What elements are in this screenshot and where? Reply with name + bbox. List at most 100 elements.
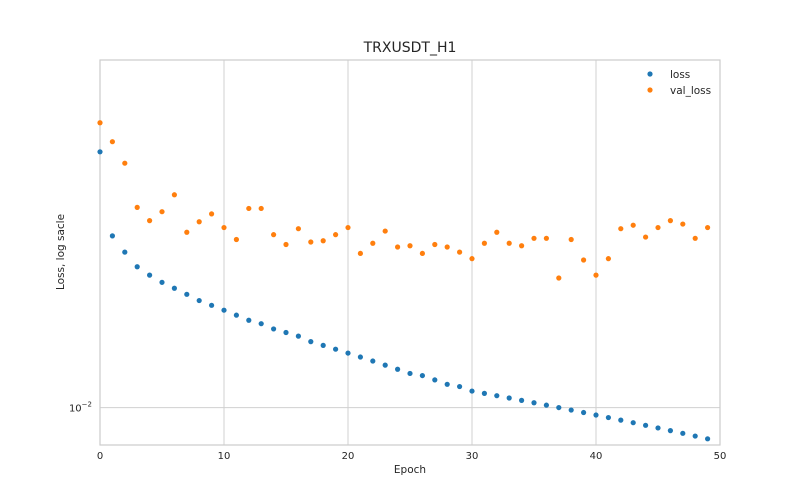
legend-marker-val-loss [647, 87, 653, 93]
loss-point [196, 297, 202, 304]
val-loss-point [605, 256, 612, 262]
val-loss-point [184, 229, 190, 235]
val-loss-point [705, 224, 711, 231]
legend-label-loss: loss [670, 69, 690, 81]
val-loss-point [345, 224, 351, 231]
val-loss-point [630, 222, 636, 228]
loss-point [506, 395, 512, 401]
loss-point [680, 430, 686, 436]
x-tick-label: 50 [714, 451, 727, 462]
x-tick-labels: 0 10 20 30 40 50 [97, 451, 727, 462]
loss-point [333, 346, 339, 352]
val-loss-point [147, 218, 153, 224]
loss-point [258, 321, 264, 327]
loss-point [581, 409, 587, 416]
loss-point [97, 149, 103, 155]
loss-point [407, 370, 413, 377]
loss-point [457, 383, 463, 390]
legend: loss val_loss [647, 69, 711, 97]
val-loss-point [159, 209, 165, 215]
val-loss-point [581, 257, 587, 263]
x-tick-label: 40 [590, 451, 603, 462]
loss-point [667, 428, 674, 434]
loss-point [382, 362, 388, 368]
loss-point [444, 381, 450, 387]
plot-frame [99, 59, 721, 446]
loss-point [221, 307, 227, 313]
val-loss-point [531, 235, 537, 241]
loss-point [630, 420, 636, 426]
x-tick-label: 30 [466, 451, 479, 462]
loss-point [122, 249, 128, 255]
loss-point [705, 436, 711, 442]
val-loss-point [543, 235, 550, 241]
loss-point [643, 422, 649, 428]
val-loss-point [432, 241, 438, 248]
data-points [97, 120, 711, 442]
val-loss-point [506, 240, 512, 246]
val-loss-point [556, 275, 562, 281]
legend-label-val-loss: val_loss [670, 85, 711, 97]
val-loss-point [494, 229, 500, 235]
val-loss-point [357, 250, 363, 257]
loss-point [419, 372, 425, 379]
val-loss-point [407, 243, 413, 249]
loss-point [171, 285, 177, 291]
loss-point [370, 358, 376, 364]
val-loss-point [519, 243, 525, 249]
loss-point [568, 407, 574, 413]
val-loss-point [221, 224, 227, 231]
y-tick-label: 10−2 [69, 401, 92, 415]
val-loss-point [233, 236, 239, 243]
val-loss-point [271, 232, 277, 238]
val-loss-point [283, 241, 289, 248]
val-loss-point [109, 139, 115, 145]
val-loss-point [444, 244, 450, 250]
val-loss-point [481, 240, 487, 246]
val-loss-point [196, 219, 202, 225]
chart-title: TRXUSDT_H1 [363, 40, 457, 56]
val-loss-point [667, 218, 674, 224]
val-loss-point [692, 235, 698, 241]
val-loss-point [469, 256, 475, 262]
loss-point [184, 291, 190, 297]
loss-point [432, 377, 438, 383]
val-loss-point [643, 234, 649, 240]
loss-point [308, 339, 314, 345]
val-loss-point [618, 226, 624, 232]
val-loss-point [593, 272, 599, 278]
x-axis-label: Epoch [394, 464, 426, 476]
x-tick-label: 20 [342, 451, 355, 462]
loss-point [556, 404, 562, 411]
loss-point [147, 272, 153, 278]
loss-point [209, 302, 215, 308]
val-loss-point [457, 249, 463, 255]
val-loss-point [295, 226, 301, 232]
y-axis-label: Loss, log sacle [55, 214, 67, 290]
loss-point [109, 233, 115, 239]
val-loss-point [258, 205, 264, 212]
val-loss-point [419, 250, 425, 257]
loss-point [543, 402, 550, 408]
loss-point [692, 433, 698, 439]
val-loss-point [655, 224, 661, 231]
loss-point [618, 417, 624, 423]
x-tick-label: 10 [218, 451, 231, 462]
val-loss-point [171, 192, 177, 198]
val-loss-point [97, 120, 103, 126]
loss-point [320, 342, 326, 348]
loss-point [481, 390, 487, 396]
val-loss-point [134, 204, 140, 210]
loss-point [246, 317, 252, 323]
loss-point [531, 400, 537, 406]
loss-point [283, 329, 289, 336]
y-tick-labels: 10−2 [69, 401, 92, 415]
loss-point [395, 366, 401, 372]
loss-point [271, 326, 277, 332]
loss-point [519, 397, 525, 403]
val-loss-point [395, 244, 401, 250]
val-loss-point [680, 221, 686, 227]
val-loss-point [122, 160, 128, 166]
val-loss-point [568, 236, 574, 243]
